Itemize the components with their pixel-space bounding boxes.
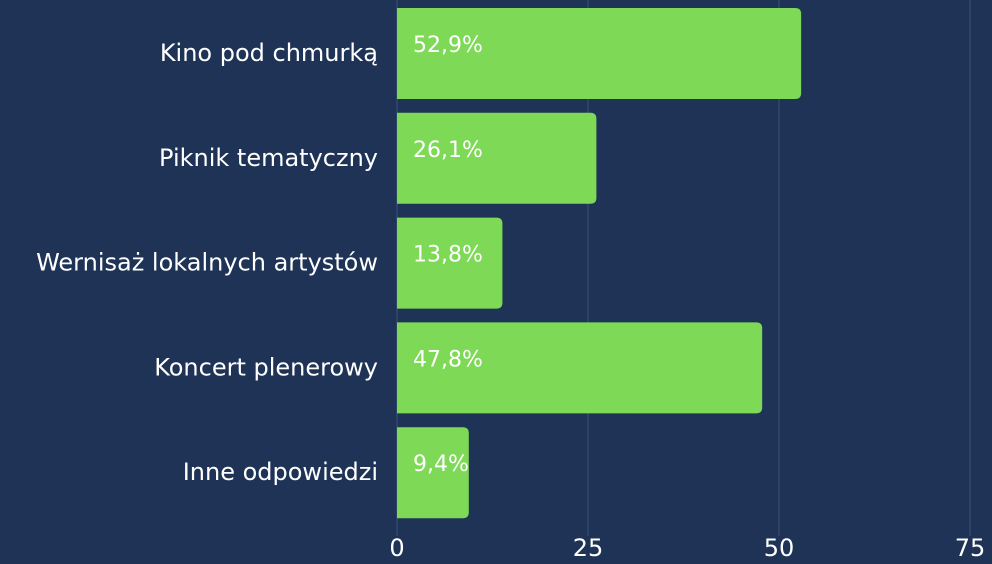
- value-label: 52,9%: [413, 33, 483, 58]
- x-tick-label: 50: [764, 534, 795, 562]
- value-label: 13,8%: [413, 243, 483, 268]
- x-tick-label: 0: [389, 534, 404, 562]
- category-label: Piknik tematyczny: [159, 144, 378, 172]
- x-tick-label: 75: [955, 534, 986, 562]
- value-label: 47,8%: [413, 347, 483, 372]
- category-label: Kino pod chmurką: [160, 39, 378, 67]
- category-label: Inne odpowiedzi: [183, 458, 378, 486]
- bar: [397, 8, 802, 99]
- bar: [397, 217, 503, 309]
- category-label: Wernisaż lokalnych artystów: [36, 249, 378, 277]
- bar: [397, 112, 597, 204]
- x-tick-label: 25: [573, 534, 604, 562]
- bar: [397, 322, 763, 414]
- value-label: 26,1%: [413, 138, 483, 163]
- value-label: 9,4%: [413, 452, 469, 477]
- category-label: Koncert plenerowy: [154, 353, 378, 381]
- bar: [397, 427, 469, 519]
